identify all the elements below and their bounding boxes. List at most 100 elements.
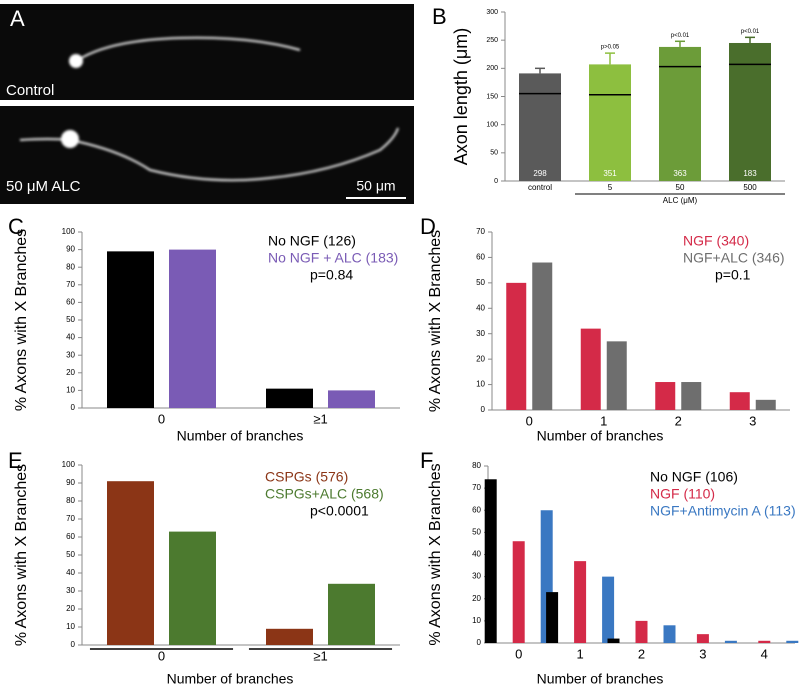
bar	[724, 640, 737, 643]
legend-entry: NGF (110)	[650, 486, 715, 502]
x-tick-label: 5	[608, 183, 613, 192]
bar	[663, 625, 676, 643]
n-label: 298	[533, 169, 547, 178]
panel-label: A	[10, 6, 25, 31]
y-tick-label: 0	[71, 403, 76, 412]
bar	[606, 341, 627, 410]
y-tick-label: 0	[494, 178, 498, 185]
bar	[266, 388, 313, 408]
y-axis-label: % Axons with X Branches	[13, 229, 30, 411]
neuron	[19, 36, 399, 182]
y-tick-label: 70	[66, 280, 75, 289]
x-tick-label: 50	[676, 183, 685, 192]
bar	[107, 481, 154, 645]
y-tick-label: 60	[476, 253, 485, 262]
bar	[758, 640, 771, 643]
x-tick-label: ≥1	[313, 648, 327, 663]
p-label: p>0.05	[601, 45, 620, 51]
bar	[655, 382, 676, 410]
x-tick-label: 0	[158, 411, 165, 426]
y-tick-label: 20	[66, 604, 75, 613]
bar	[729, 392, 750, 410]
x-tick-label: 1	[600, 413, 607, 428]
y-tick-label: 150	[486, 93, 498, 100]
scale-bar-label: 50 μm	[356, 178, 395, 194]
bar	[328, 583, 375, 645]
x-tick-label: 3	[749, 413, 756, 428]
panel-label: E	[8, 448, 23, 473]
bar	[635, 620, 648, 643]
bar	[328, 390, 375, 408]
caption: 50 μM ALC	[6, 178, 81, 195]
bar	[169, 249, 216, 408]
x-tick-label: 0	[526, 413, 533, 428]
bar	[546, 592, 559, 643]
p-value: p=0.1	[715, 267, 751, 283]
y-tick-label: 200	[486, 65, 498, 72]
x-axis-label: Number of branches	[177, 428, 304, 444]
bar	[266, 628, 313, 645]
y-tick-label: 0	[477, 638, 482, 647]
y-axis-label: Axon length (μm)	[451, 28, 471, 165]
y-tick-label: 60	[66, 298, 75, 307]
bar	[755, 399, 776, 410]
y-tick-label: 30	[472, 572, 481, 581]
bar	[169, 531, 216, 645]
bar	[602, 576, 615, 643]
bar	[681, 382, 702, 410]
y-tick-label: 250	[486, 37, 498, 44]
y-tick-label: 70	[66, 514, 75, 523]
y-tick-label: 30	[66, 350, 75, 359]
y-tick-label: 70	[476, 227, 485, 236]
bar	[512, 541, 525, 643]
y-tick-label: 80	[66, 262, 75, 271]
y-tick-label: 30	[476, 329, 485, 338]
bar	[574, 561, 587, 643]
y-tick-label: 0	[481, 405, 486, 414]
bar	[786, 640, 799, 643]
y-tick-label: 10	[476, 380, 485, 389]
y-tick-label: 80	[472, 461, 481, 470]
bar	[532, 262, 553, 410]
x-tick-label: 2	[638, 646, 645, 661]
x-tick-label: 0	[158, 648, 165, 663]
panel-label: F	[420, 448, 433, 473]
legend-entry: No NGF (106)	[650, 469, 738, 485]
y-tick-label: 30	[66, 586, 75, 595]
micrograph	[0, 106, 414, 204]
y-tick-label: 40	[66, 568, 75, 577]
panel-label: C	[8, 214, 24, 239]
bar	[696, 634, 709, 643]
x-tick-label: ≥1	[313, 411, 327, 426]
n-label: 363	[673, 169, 687, 178]
y-tick-label: 90	[66, 245, 75, 254]
caption: Control	[6, 82, 54, 99]
legend-entry: CSPGs+ALC (568)	[265, 486, 384, 502]
y-tick-label: 20	[476, 354, 485, 363]
x-tick-label: 500	[743, 183, 757, 192]
y-tick-label: 10	[66, 386, 75, 395]
panel-label: D	[420, 214, 436, 239]
legend-entry: NGF (340)	[683, 233, 749, 249]
y-axis-label: % Axons with X Branches	[13, 464, 30, 646]
bar	[589, 64, 631, 181]
y-tick-label: 40	[472, 550, 481, 559]
x-tick-label: 1	[576, 646, 583, 661]
y-tick-label: 50	[476, 278, 485, 287]
legend-entry: No NGF + ALC (183)	[268, 250, 398, 266]
y-tick-label: 60	[66, 532, 75, 541]
y-tick-label: 100	[486, 122, 498, 129]
y-tick-label: 60	[472, 505, 481, 514]
y-tick-label: 300	[486, 9, 498, 16]
y-tick-label: 0	[71, 640, 76, 649]
x-tick-label: 3	[699, 646, 706, 661]
y-tick-label: 90	[66, 478, 75, 487]
x-axis-label: Number of branches	[167, 671, 294, 687]
x-axis-label: Number of branches	[537, 671, 664, 687]
y-tick-label: 40	[66, 333, 75, 342]
y-axis-label: % Axons with X Branches	[427, 463, 444, 645]
y-tick-label: 50	[66, 550, 75, 559]
y-tick-label: 50	[472, 527, 481, 536]
y-tick-label: 40	[476, 303, 485, 312]
y-tick-label: 10	[472, 616, 481, 625]
